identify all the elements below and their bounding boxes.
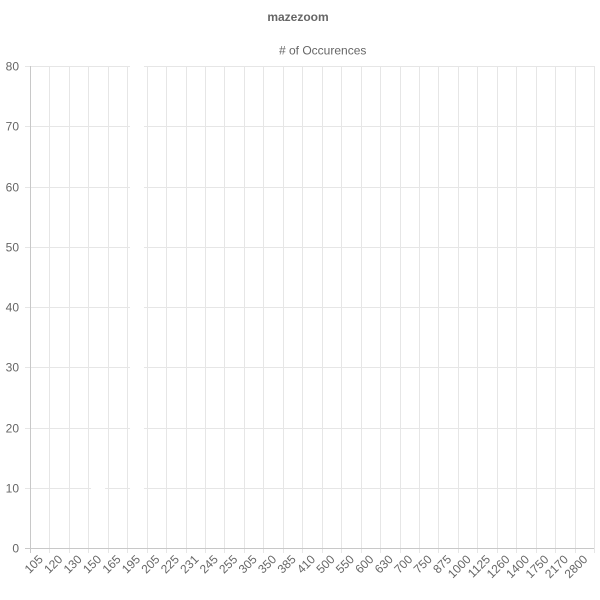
legend-label: # of Occurences: [279, 44, 366, 58]
y-tick-label: 10: [6, 482, 20, 496]
bar[interactable]: [518, 541, 533, 548]
bar[interactable]: [91, 487, 106, 548]
bar[interactable]: [285, 529, 300, 548]
axes: [25, 66, 594, 553]
bar-series: [32, 66, 592, 548]
bar[interactable]: [557, 541, 572, 548]
bar[interactable]: [402, 541, 417, 548]
bar[interactable]: [246, 541, 261, 548]
bar[interactable]: [382, 541, 397, 548]
bar[interactable]: [266, 517, 281, 548]
bar[interactable]: [460, 541, 475, 548]
y-tick-label: 40: [6, 301, 20, 315]
y-tick-label: 60: [6, 181, 20, 195]
bar[interactable]: [52, 541, 67, 548]
bar[interactable]: [129, 66, 144, 548]
bar[interactable]: [480, 541, 495, 548]
legend-swatch: [261, 44, 275, 56]
bar[interactable]: [363, 541, 378, 548]
bar[interactable]: [71, 535, 86, 548]
bar[interactable]: [32, 493, 47, 548]
bar[interactable]: [324, 541, 339, 548]
bar[interactable]: [149, 523, 164, 548]
gridlines: [25, 66, 595, 553]
bar[interactable]: [538, 541, 553, 548]
bar[interactable]: [168, 541, 183, 548]
chart-title: mazezoom: [267, 10, 328, 24]
x-axis-tick-labels: 1051201301501651952052252312452553053503…: [22, 552, 591, 581]
y-tick-label: 0: [12, 542, 19, 556]
y-tick-label: 20: [6, 422, 20, 436]
x-tick-label: 2800: [562, 552, 591, 581]
bar[interactable]: [421, 541, 436, 548]
y-tick-label: 80: [6, 60, 20, 74]
bar[interactable]: [207, 541, 222, 548]
y-tick-label: 50: [6, 241, 20, 255]
y-tick-label: 30: [6, 361, 20, 375]
bar[interactable]: [499, 529, 514, 548]
legend[interactable]: # of Occurences: [261, 44, 366, 58]
bar[interactable]: [441, 541, 456, 548]
bar[interactable]: [227, 541, 242, 548]
bar[interactable]: [343, 541, 358, 548]
bar[interactable]: [577, 541, 592, 548]
bar[interactable]: [188, 541, 203, 548]
bar[interactable]: [110, 529, 125, 548]
bar[interactable]: [304, 541, 320, 548]
y-axis-tick-labels: 0 10 20 30 40 50 60 70 80: [6, 60, 20, 556]
y-tick-label: 70: [6, 120, 20, 134]
